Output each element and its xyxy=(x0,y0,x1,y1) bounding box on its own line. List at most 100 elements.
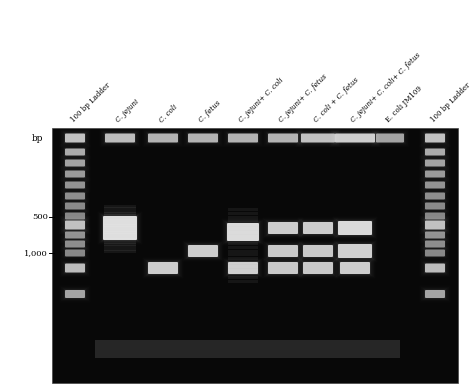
FancyBboxPatch shape xyxy=(340,262,370,274)
FancyBboxPatch shape xyxy=(425,221,445,230)
Text: 100 bp Ladder: 100 bp Ladder xyxy=(69,81,112,124)
FancyBboxPatch shape xyxy=(227,223,259,241)
FancyBboxPatch shape xyxy=(268,262,298,274)
Bar xyxy=(104,214,136,217)
FancyBboxPatch shape xyxy=(425,170,445,177)
FancyBboxPatch shape xyxy=(302,261,334,275)
FancyBboxPatch shape xyxy=(105,133,135,142)
Bar xyxy=(228,227,258,230)
FancyBboxPatch shape xyxy=(267,244,299,258)
FancyBboxPatch shape xyxy=(226,222,260,242)
FancyBboxPatch shape xyxy=(424,263,446,273)
Text: C. jejuni+ C. fetus: C. jejuni+ C. fetus xyxy=(277,73,329,124)
Bar xyxy=(104,233,136,237)
Bar xyxy=(104,212,136,215)
Bar xyxy=(104,219,136,222)
FancyBboxPatch shape xyxy=(147,261,179,275)
FancyBboxPatch shape xyxy=(425,231,445,238)
Bar xyxy=(228,231,258,234)
FancyBboxPatch shape xyxy=(227,133,259,143)
Text: 500: 500 xyxy=(32,213,48,221)
FancyBboxPatch shape xyxy=(337,220,373,236)
FancyBboxPatch shape xyxy=(303,222,333,234)
FancyBboxPatch shape xyxy=(425,193,445,200)
FancyBboxPatch shape xyxy=(228,133,258,142)
Bar xyxy=(104,231,136,234)
Text: C. jejuni+ C. coli: C. jejuni+ C. coli xyxy=(237,76,285,124)
FancyBboxPatch shape xyxy=(424,133,446,143)
FancyBboxPatch shape xyxy=(376,133,404,142)
Bar xyxy=(104,248,136,251)
Bar xyxy=(228,216,258,219)
FancyBboxPatch shape xyxy=(268,133,298,142)
FancyBboxPatch shape xyxy=(425,182,445,189)
Bar xyxy=(228,269,258,272)
Bar xyxy=(228,219,258,223)
FancyBboxPatch shape xyxy=(102,215,138,241)
Bar xyxy=(104,238,136,241)
FancyBboxPatch shape xyxy=(188,133,218,142)
Bar xyxy=(104,226,136,230)
FancyBboxPatch shape xyxy=(339,261,371,275)
Bar xyxy=(104,207,136,210)
FancyBboxPatch shape xyxy=(65,290,85,298)
FancyBboxPatch shape xyxy=(267,261,299,275)
Bar xyxy=(104,217,136,220)
FancyBboxPatch shape xyxy=(64,220,86,230)
FancyBboxPatch shape xyxy=(64,263,86,273)
Bar xyxy=(104,205,136,208)
FancyBboxPatch shape xyxy=(65,231,85,238)
Bar xyxy=(228,242,258,245)
FancyBboxPatch shape xyxy=(303,262,333,274)
Bar xyxy=(104,229,136,232)
Text: C. jejuni+ C. coli+ C. fetus: C. jejuni+ C. coli+ C. fetus xyxy=(349,51,422,124)
FancyBboxPatch shape xyxy=(303,245,333,257)
FancyBboxPatch shape xyxy=(425,133,445,142)
FancyBboxPatch shape xyxy=(425,212,445,219)
Bar xyxy=(228,272,258,275)
Bar xyxy=(228,276,258,279)
Bar xyxy=(104,210,136,213)
Text: E. coli JM109: E. coli JM109 xyxy=(384,84,424,124)
FancyBboxPatch shape xyxy=(302,244,334,258)
Text: 1,000: 1,000 xyxy=(24,249,48,257)
Bar xyxy=(104,224,136,227)
FancyBboxPatch shape xyxy=(425,159,445,166)
FancyBboxPatch shape xyxy=(148,133,178,142)
FancyBboxPatch shape xyxy=(65,249,85,256)
FancyBboxPatch shape xyxy=(148,262,178,274)
Bar xyxy=(104,245,136,248)
FancyBboxPatch shape xyxy=(268,222,298,234)
FancyBboxPatch shape xyxy=(65,212,85,219)
FancyBboxPatch shape xyxy=(425,249,445,256)
FancyBboxPatch shape xyxy=(65,240,85,247)
FancyBboxPatch shape xyxy=(65,159,85,166)
Bar xyxy=(95,340,400,358)
FancyBboxPatch shape xyxy=(425,149,445,156)
FancyBboxPatch shape xyxy=(335,133,375,142)
Bar xyxy=(104,243,136,246)
FancyBboxPatch shape xyxy=(424,220,446,230)
FancyBboxPatch shape xyxy=(103,216,137,240)
FancyBboxPatch shape xyxy=(64,133,86,143)
FancyBboxPatch shape xyxy=(425,240,445,247)
FancyBboxPatch shape xyxy=(147,133,179,143)
FancyBboxPatch shape xyxy=(338,221,372,235)
FancyBboxPatch shape xyxy=(301,133,335,142)
Bar xyxy=(228,280,258,283)
Text: C. fetus: C. fetus xyxy=(197,99,222,124)
FancyBboxPatch shape xyxy=(267,133,299,143)
Bar xyxy=(104,240,136,244)
FancyBboxPatch shape xyxy=(104,133,136,143)
FancyBboxPatch shape xyxy=(300,133,336,143)
FancyBboxPatch shape xyxy=(65,263,85,273)
Text: bp: bp xyxy=(32,134,44,143)
Bar xyxy=(228,246,258,249)
FancyBboxPatch shape xyxy=(334,133,376,143)
FancyBboxPatch shape xyxy=(337,243,373,259)
Bar xyxy=(228,238,258,241)
FancyBboxPatch shape xyxy=(228,262,258,274)
Text: C. coli: C. coli xyxy=(157,103,179,124)
Bar xyxy=(228,208,258,211)
FancyBboxPatch shape xyxy=(187,244,219,258)
